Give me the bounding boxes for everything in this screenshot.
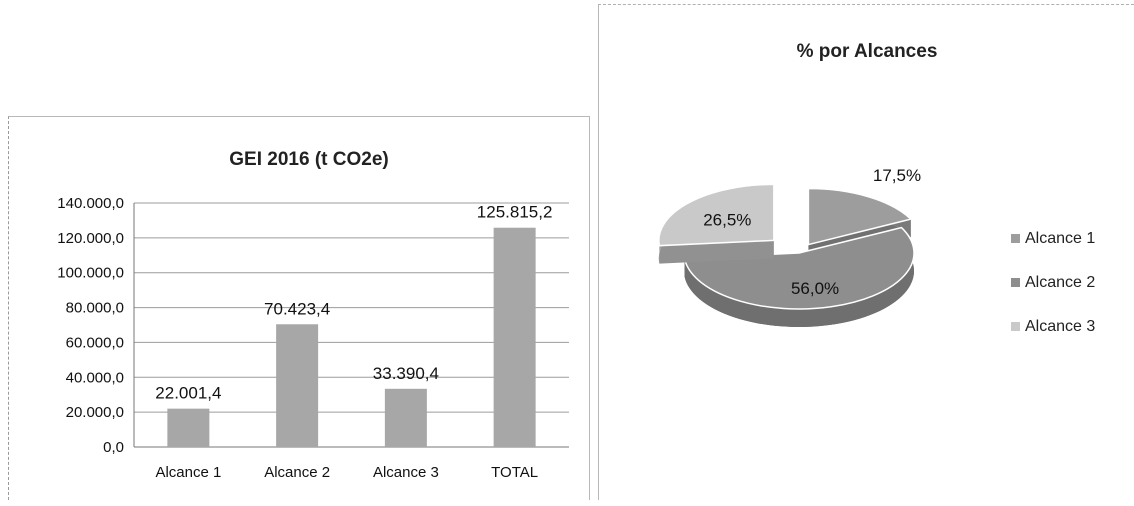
y-tick-label: 100.000,0 [57,265,124,282]
legend-label: Alcance 2 [1025,274,1095,291]
legend-swatch [1011,322,1020,331]
legend-swatch [1011,234,1020,243]
bar [276,324,319,447]
bar [493,227,536,447]
y-tick-label: 140.000,0 [57,195,124,212]
y-tick-label: 80.000,0 [66,300,124,317]
legend-label: Alcance 3 [1025,318,1095,335]
legend-label: Alcance 1 [1025,230,1095,247]
bar-chart-panel: GEI 2016 (t CO2e) 0,0 20.000,0 40.000,0 60.… [8,116,590,500]
legend-entry: Alcance 1 [1011,230,1095,247]
pie-chart-panel: % por Alcances 17,5% 56,0% 26,5% Alcance 1… [598,4,1134,500]
legend-entry: Alcance 2 [1011,274,1095,291]
pie-data-label: 17,5% [873,166,921,185]
bar-data-label: 125.815,2 [477,203,553,222]
y-tick-label: 60.000,0 [66,334,124,351]
bar-data-label: 22.001,4 [155,384,221,403]
pie-slice-top [807,187,913,246]
y-tick-label: 20.000,0 [66,404,124,421]
y-tick-label: 120.000,0 [57,230,124,247]
bar-chart: GEI 2016 (t CO2e) 0,0 20.000,0 40.000,0 60.… [57,149,569,481]
pie-data-label: 26,5% [703,211,751,230]
bar [167,408,210,447]
x-tick-label: Alcance 2 [264,464,330,481]
legend-entry: Alcance 3 [1011,318,1095,335]
y-tick-label: 40.000,0 [66,369,124,386]
y-tick-label: 0,0 [103,439,124,456]
x-tick-label: Alcance 1 [155,464,221,481]
pie-slice [658,183,775,264]
pie-slice-top [658,183,775,247]
legend-swatch [1011,278,1020,287]
x-tick-label: Alcance 3 [373,464,439,481]
bar-data-label: 33.390,4 [373,364,439,383]
pie-data-label: 56,0% [791,279,839,298]
bar-chart-title: GEI 2016 (t CO2e) [229,149,388,170]
x-tick-label: TOTAL [491,464,538,481]
pie-chart: % por Alcances 17,5% 56,0% 26,5% Alcance 1… [658,41,1095,335]
bar [384,388,427,447]
pie-slice [683,226,915,328]
pie-chart-title: % por Alcances [797,41,938,62]
bar-data-label: 70.423,4 [264,299,330,318]
pie-slice-top [683,226,915,310]
